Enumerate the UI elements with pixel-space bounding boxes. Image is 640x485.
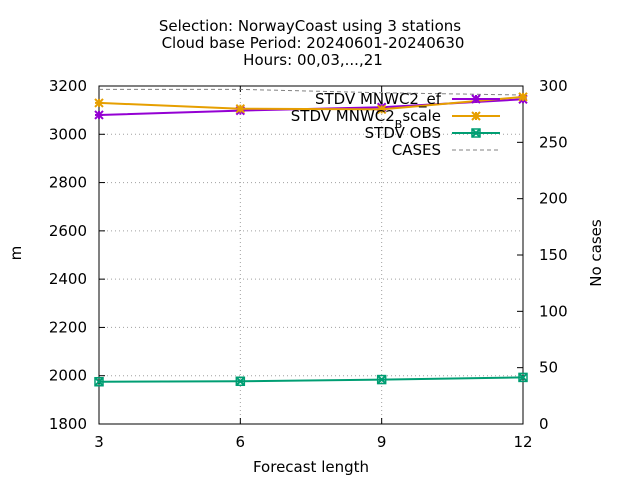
data-point [94,98,104,108]
y-axis-label: m [7,246,25,261]
data-point [518,372,528,383]
series-line [99,88,524,96]
data-point [235,376,246,387]
legend-label: STDV MNWC2_ef [315,90,442,109]
y-tick-label: 2800 [49,174,87,192]
series [94,88,528,387]
axis-ticks: 1800200022002400260028003000320005010015… [49,77,568,451]
y2-tick-label: 200 [539,190,568,208]
data-point [94,377,104,387]
series-line [98,376,524,383]
plot-border [98,85,524,425]
y-tick-label: 1800 [49,415,87,433]
data-point [471,128,481,138]
data-point [376,374,387,385]
legend-label: CASES [392,141,441,159]
data-point [471,111,481,121]
data-point [471,94,481,104]
chart-title-line-1: Selection: NorwayCoast using 3 stations [159,17,461,35]
data-point [235,103,246,114]
series-line [98,95,524,111]
x-tick-label: 6 [236,433,246,451]
y2-tick-label: 250 [539,133,568,151]
y-tick-label: 2000 [49,367,87,385]
legend-label: STDV MNWC2Bscale [291,107,441,131]
x-tick-label: 12 [513,433,532,451]
y2-axis-label: No cases [587,219,605,287]
x-tick-label: 3 [94,433,104,451]
y2-tick-label: 150 [539,246,568,264]
y-tick-label: 3000 [49,125,87,143]
y2-tick-label: 0 [539,415,549,433]
y-tick-label: 2600 [49,222,87,240]
y-tick-label: 3200 [49,77,87,95]
x-tick-label: 9 [377,433,387,451]
y2-tick-label: 50 [539,359,558,377]
data-point [518,92,528,102]
y2-tick-label: 100 [539,302,568,320]
chart-title-line-3: Hours: 00,03,...,21 [243,51,383,69]
chart-title-line-2: Cloud base Period: 20240601-20240630 [162,34,465,52]
y2-tick-label: 300 [539,77,568,95]
legend-label: STDV OBS [365,124,441,142]
y-tick-label: 2400 [49,270,87,288]
x-axis-label: Forecast length [253,458,369,476]
y-tick-label: 2200 [49,318,87,336]
data-point [376,104,387,115]
data-point [94,110,104,120]
grid [99,86,523,424]
